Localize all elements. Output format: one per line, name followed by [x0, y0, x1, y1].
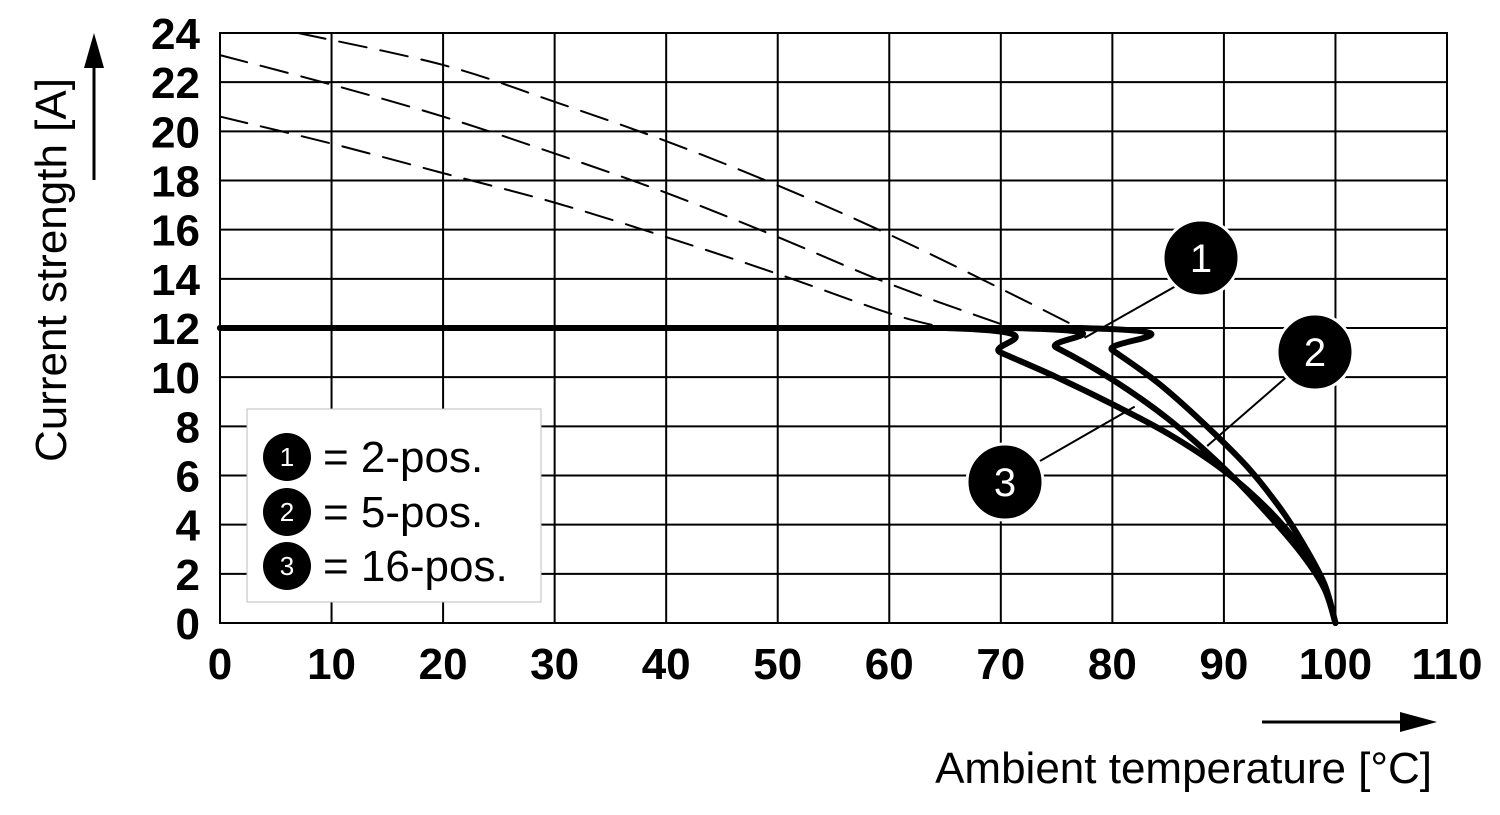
x-axis-title-group: Ambient temperature [°C]	[935, 712, 1437, 793]
y-tick-label-8: 8	[176, 403, 200, 452]
legend-marker-3	[263, 542, 311, 590]
y-tick-label-14: 14	[151, 256, 200, 305]
x-tick-label-110: 110	[1412, 640, 1483, 689]
y-tick-label-18: 18	[151, 158, 200, 207]
legend-text-1: = 2-pos.	[323, 433, 483, 482]
legend-text-2: = 5-pos.	[323, 488, 483, 537]
callouts: 1 2 3	[965, 218, 1355, 522]
callout-2-label: 2	[1304, 331, 1326, 375]
x-tick-label-20: 20	[419, 640, 468, 689]
callout-3: 3	[965, 405, 1136, 522]
x-tick-label-100: 100	[1299, 640, 1372, 689]
series-3-dashed-line	[219, 115, 947, 329]
legend-marker-1	[263, 433, 311, 481]
callout-3-leader	[1039, 405, 1136, 462]
x-axis-title: Ambient temperature [°C]	[935, 744, 1432, 793]
callout-2-circle	[1275, 312, 1355, 392]
callout-2-leader	[1206, 373, 1291, 447]
y-axis-title: Current strength [A]	[27, 78, 76, 462]
legend-marker-3-label: 3	[280, 551, 294, 581]
y-tick-label-12: 12	[151, 305, 200, 354]
ticks-layer: 0 10 20 30 40 50 60 70 80 90 100 110024681012141618…	[151, 10, 1482, 689]
callout-3-label: 3	[994, 461, 1016, 505]
legend-marker-1-label: 1	[280, 442, 294, 472]
series-2-dashed-line	[219, 54, 1013, 329]
x-tick-label-40: 40	[642, 640, 691, 689]
y-tick-label-2: 2	[176, 551, 200, 600]
x-tick-label-90: 90	[1199, 640, 1248, 689]
callout-1: 1	[1083, 218, 1241, 339]
legend-marker-2-label: 2	[280, 497, 294, 527]
y-tick-label-0: 0	[176, 600, 200, 649]
x-tick-label-10: 10	[307, 640, 356, 689]
x-tick-label-0: 0	[208, 640, 232, 689]
legend-marker-2	[263, 488, 311, 536]
callout-1-leader	[1083, 281, 1184, 339]
legend-item-3: 3 = 16-pos.	[263, 542, 508, 591]
callout-3-circle	[965, 442, 1045, 522]
callout-1-circle	[1161, 218, 1241, 298]
y-tick-label-6: 6	[176, 453, 200, 502]
x-tick-label-80: 80	[1088, 640, 1137, 689]
plot-frame	[219, 32, 1448, 624]
legend-item-2: 2 = 5-pos.	[263, 488, 483, 537]
y-axis-title-group: Current strength [A]	[27, 33, 104, 462]
series-1-dashed-line	[297, 32, 1080, 329]
y-tick-label-22: 22	[151, 59, 200, 108]
legend-text-3: = 16-pos.	[323, 542, 508, 591]
series-3-solid-line	[217, 325, 1339, 626]
x-tick-label-50: 50	[753, 640, 802, 689]
y-tick-label-10: 10	[151, 354, 200, 403]
legend: 1 = 2-pos. 2 = 5-pos. 3 = 16-pos.	[246, 408, 542, 603]
y-axis-arrow-head	[84, 33, 104, 68]
callout-2: 2	[1206, 312, 1355, 447]
series-layer	[217, 32, 1339, 626]
x-axis-arrow-head	[1400, 712, 1437, 732]
y-tick-label-16: 16	[151, 207, 200, 256]
legend-item-1: 1 = 2-pos.	[263, 433, 483, 482]
x-tick-label-30: 30	[530, 640, 579, 689]
y-tick-label-4: 4	[176, 502, 201, 551]
x-tick-label-70: 70	[976, 640, 1025, 689]
y-tick-label-24: 24	[151, 10, 200, 59]
y-tick-label-20: 20	[151, 108, 200, 157]
callout-1-label: 1	[1190, 237, 1212, 281]
x-tick-label-60: 60	[865, 640, 914, 689]
